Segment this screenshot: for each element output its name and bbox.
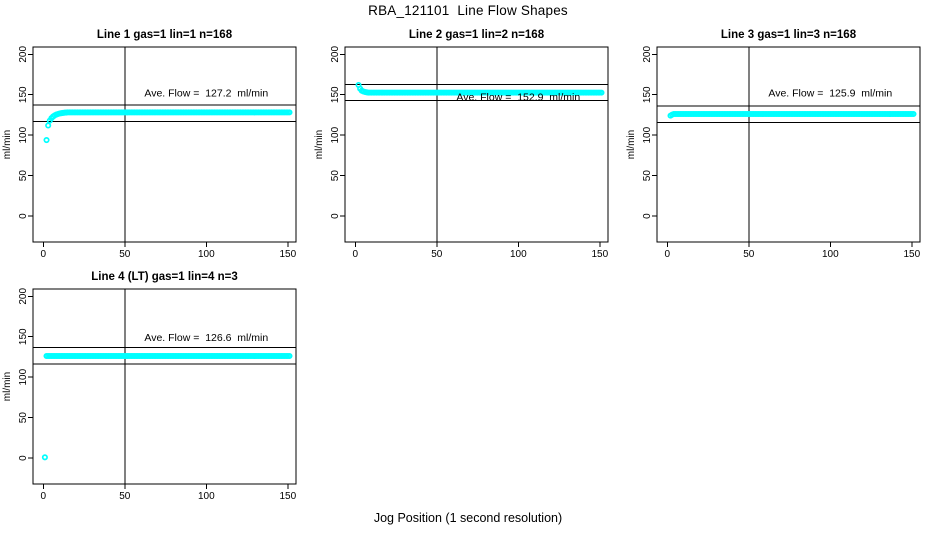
panel-line-2-plot: Line 2 gas=1 lin=2 n=168 0 50 100 150 0 50 100 1… bbox=[314, 29, 609, 260]
y-axis-label: ml/min bbox=[2, 372, 13, 401]
y-tick-label: 100 bbox=[18, 368, 29, 385]
data-point bbox=[910, 110, 917, 118]
x-tick-label: 50 bbox=[119, 491, 131, 502]
data-point bbox=[286, 352, 293, 360]
data-point bbox=[45, 122, 52, 129]
x-tick-label: 100 bbox=[198, 491, 215, 502]
x-tick-label: 0 bbox=[664, 249, 670, 260]
panel-line-3: Line 3 gas=1 lin=3 n=168 0 50 100 150 0 50 100 1… bbox=[624, 22, 936, 264]
x-tick-label: 150 bbox=[280, 249, 297, 260]
y-tick-label: 200 bbox=[330, 46, 341, 63]
y-tick-label: 0 bbox=[18, 213, 29, 219]
ave-flow-annotation: Ave. Flow = 152.9 ml/min bbox=[456, 92, 580, 104]
panel-line-1-plot: Line 1 gas=1 lin=1 n=168 0 50 100 150 0 50 100 1… bbox=[2, 29, 297, 260]
x-tick-label: 150 bbox=[904, 249, 921, 260]
x-tick-label: 0 bbox=[40, 249, 46, 260]
page-title: RBA_121101 Line Flow Shapes bbox=[368, 3, 568, 18]
x-tick-label: 50 bbox=[119, 249, 131, 260]
y-tick-label: 150 bbox=[18, 86, 29, 103]
y-tick-label: 50 bbox=[18, 412, 29, 424]
y-tick-label: 50 bbox=[330, 170, 341, 182]
y-axis-label: ml/min bbox=[626, 130, 637, 159]
panel-line-4: Line 4 (LT) gas=1 lin=4 n=3 0 50 100 150 0 50 1… bbox=[0, 264, 312, 506]
panel-line-2: Line 2 gas=1 lin=2 n=168 0 50 100 150 0 50 100 1… bbox=[312, 22, 624, 264]
y-tick-label: 100 bbox=[330, 126, 341, 143]
panel-line-4-plot: Line 4 (LT) gas=1 lin=4 n=3 0 50 100 150 0 50 1… bbox=[2, 271, 297, 502]
ave-flow-annotation: Ave. Flow = 127.2 ml/min bbox=[144, 88, 268, 100]
panel-title: Line 4 (LT) gas=1 lin=4 n=3 bbox=[91, 271, 237, 283]
x-tick-label: 0 bbox=[352, 249, 358, 260]
x-axis-label: Jog Position (1 second resolution) bbox=[373, 511, 563, 525]
ave-flow-annotation: Ave. Flow = 126.6 ml/min bbox=[144, 332, 268, 344]
data-point bbox=[41, 454, 48, 461]
plot-box bbox=[32, 46, 297, 243]
y-axis-label: ml/min bbox=[314, 130, 325, 159]
x-tick-label: 100 bbox=[510, 249, 527, 260]
plot-box bbox=[32, 288, 297, 485]
ave-flow-annotation: Ave. Flow = 125.9 ml/min bbox=[768, 88, 892, 100]
x-tick-label: 50 bbox=[743, 249, 755, 260]
plot-box bbox=[344, 46, 609, 243]
data-point bbox=[43, 136, 50, 144]
y-tick-label: 50 bbox=[642, 170, 653, 182]
x-tick-label: 100 bbox=[198, 249, 215, 260]
y-tick-label: 0 bbox=[18, 455, 29, 461]
x-tick-label: 100 bbox=[822, 249, 839, 260]
x-tick-label: 150 bbox=[280, 491, 297, 502]
panel-title: Line 2 gas=1 lin=2 n=168 bbox=[409, 29, 545, 41]
panel-title: Line 3 gas=1 lin=3 n=168 bbox=[721, 29, 857, 41]
x-tick-label: 50 bbox=[431, 249, 443, 260]
y-axis-label: ml/min bbox=[2, 130, 13, 159]
y-tick-label: 200 bbox=[18, 46, 29, 63]
y-tick-label: 0 bbox=[330, 213, 341, 219]
y-tick-label: 150 bbox=[18, 328, 29, 345]
x-tick-label: 0 bbox=[40, 491, 46, 502]
data-point bbox=[598, 89, 605, 96]
y-tick-label: 150 bbox=[642, 86, 653, 103]
y-tick-label: 150 bbox=[330, 86, 341, 103]
plot-box bbox=[656, 46, 921, 243]
data-point bbox=[286, 109, 293, 116]
x-tick-label: 150 bbox=[592, 249, 609, 260]
y-tick-label: 50 bbox=[18, 170, 29, 182]
panel-line-1: Line 1 gas=1 lin=1 n=168 0 50 100 150 0 50 100 1… bbox=[0, 22, 312, 264]
panel-title: Line 1 gas=1 lin=1 n=168 bbox=[97, 29, 233, 41]
y-tick-label: 200 bbox=[642, 46, 653, 63]
y-tick-label: 200 bbox=[18, 288, 29, 305]
y-tick-label: 100 bbox=[642, 126, 653, 143]
y-tick-label: 0 bbox=[642, 213, 653, 219]
panel-line-3-plot: Line 3 gas=1 lin=3 n=168 0 50 100 150 0 50 100 1… bbox=[626, 29, 921, 260]
y-tick-label: 100 bbox=[18, 126, 29, 143]
